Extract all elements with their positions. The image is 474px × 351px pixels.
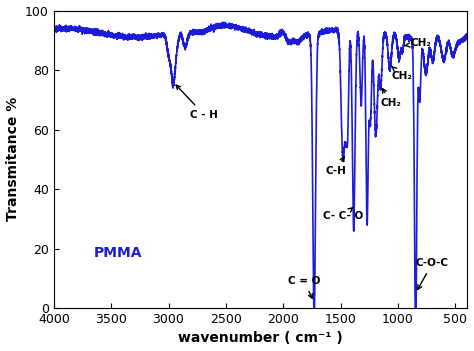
Text: CH₂: CH₂ — [381, 88, 401, 108]
Text: C-O-C: C-O-C — [416, 258, 449, 289]
Text: CH₂: CH₂ — [405, 38, 431, 48]
Text: CH₂: CH₂ — [392, 66, 413, 81]
Y-axis label: Transmitance %: Transmitance % — [6, 97, 19, 221]
Text: PMMA: PMMA — [94, 246, 143, 260]
Text: C - H: C - H — [176, 85, 218, 120]
Text: C = O: C = O — [288, 276, 320, 298]
X-axis label: wavenumber ( cm⁻¹ ): wavenumber ( cm⁻¹ ) — [178, 331, 343, 345]
Text: C- C- O: C- C- O — [323, 208, 363, 221]
Text: C-H: C-H — [326, 157, 346, 176]
